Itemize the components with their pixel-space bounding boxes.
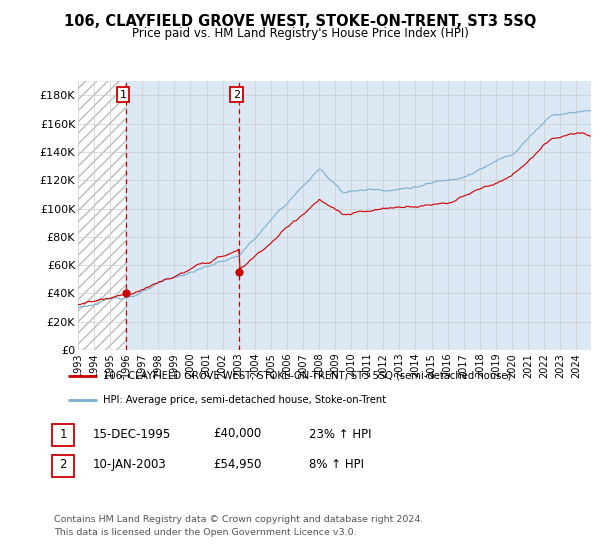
Text: 2: 2 <box>233 90 241 100</box>
Text: 2: 2 <box>59 458 67 472</box>
Text: 10-JAN-2003: 10-JAN-2003 <box>93 458 167 472</box>
Text: 1: 1 <box>119 90 127 100</box>
Text: £54,950: £54,950 <box>213 458 262 472</box>
Text: 106, CLAYFIELD GROVE WEST, STOKE-ON-TRENT, ST3 5SQ (semi-detached house): 106, CLAYFIELD GROVE WEST, STOKE-ON-TREN… <box>103 371 511 381</box>
Text: Price paid vs. HM Land Registry's House Price Index (HPI): Price paid vs. HM Land Registry's House … <box>131 27 469 40</box>
Bar <box>78 81 125 350</box>
Text: 23% ↑ HPI: 23% ↑ HPI <box>309 427 371 441</box>
Text: 15-DEC-1995: 15-DEC-1995 <box>93 427 171 441</box>
Text: Contains HM Land Registry data © Crown copyright and database right 2024.: Contains HM Land Registry data © Crown c… <box>54 515 424 524</box>
Bar <box>125 81 591 350</box>
Point <box>121 289 130 298</box>
Text: HPI: Average price, semi-detached house, Stoke-on-Trent: HPI: Average price, semi-detached house,… <box>103 395 386 405</box>
Text: This data is licensed under the Open Government Licence v3.0.: This data is licensed under the Open Gov… <box>54 528 356 537</box>
Point <box>235 268 244 277</box>
Text: 8% ↑ HPI: 8% ↑ HPI <box>309 458 364 472</box>
Text: £40,000: £40,000 <box>213 427 261 441</box>
Text: 106, CLAYFIELD GROVE WEST, STOKE-ON-TRENT, ST3 5SQ: 106, CLAYFIELD GROVE WEST, STOKE-ON-TREN… <box>64 14 536 29</box>
Text: 1: 1 <box>59 427 67 441</box>
